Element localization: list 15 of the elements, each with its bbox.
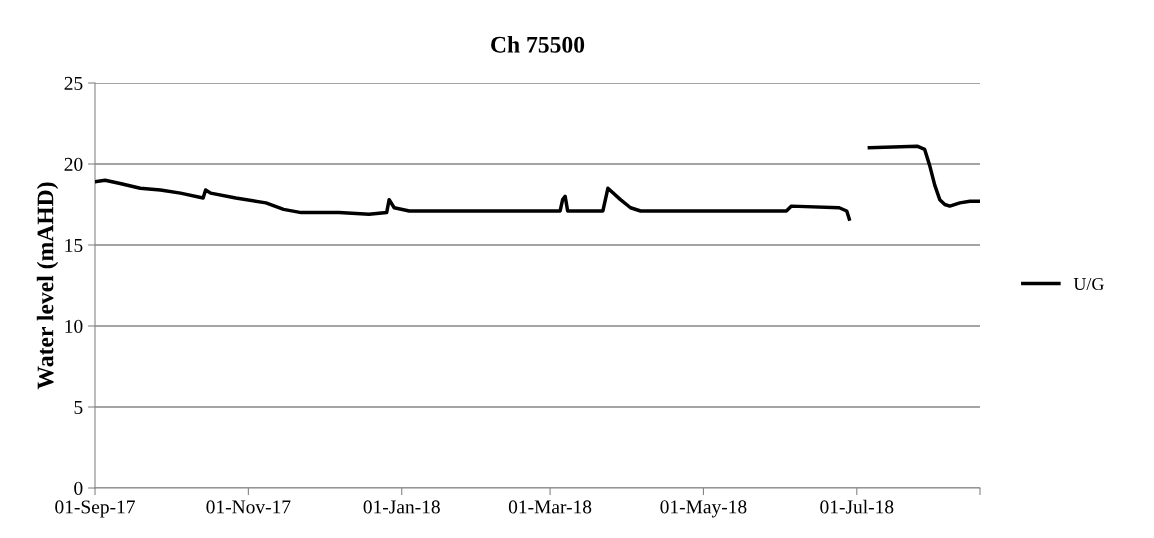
y-tick-label: 15 <box>65 238 83 252</box>
y-tick-label: 10 <box>65 319 83 333</box>
legend-label: U/G <box>1073 277 1104 291</box>
x-tick-label: 01-Jan-18 <box>363 500 440 514</box>
y-tick-label: 20 <box>64 157 83 171</box>
x-tick-label: 01-May-18 <box>660 500 747 518</box>
y-axis-title: Water level (mAHD) <box>36 182 59 390</box>
y-tick-label: 5 <box>74 401 83 414</box>
y-tick-label: 0 <box>74 481 83 495</box>
x-tick-label: 01-Mar-18 <box>508 500 592 514</box>
y-tick-label: 25 <box>64 76 83 90</box>
chart-title: Ch 75500 <box>491 36 585 53</box>
x-tick-label: 01-Nov-17 <box>206 500 291 514</box>
x-tick-label: 01-Jul-18 <box>820 499 894 514</box>
x-tick-label: 01-Sep-17 <box>55 500 135 518</box>
